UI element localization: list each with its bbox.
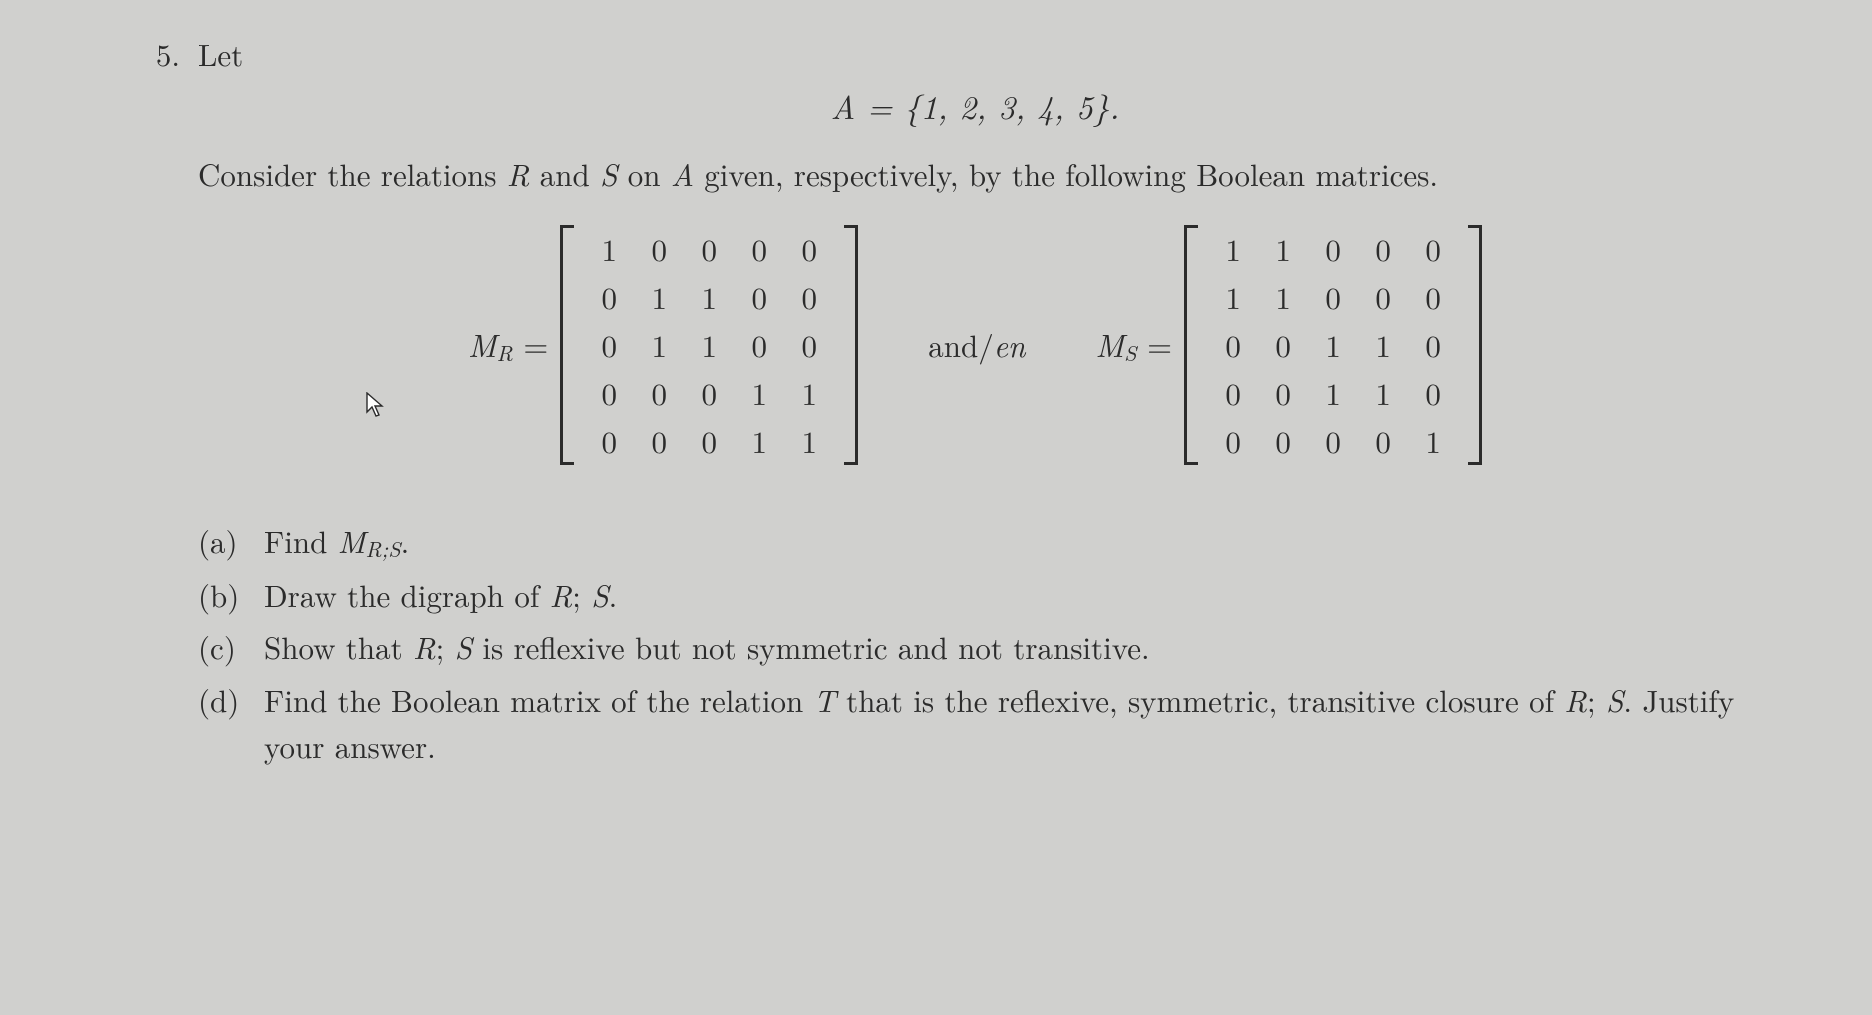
matrix-cell: 1: [1408, 417, 1458, 465]
matrix-R-table: 1000001100011000001100011: [584, 225, 834, 465]
matrix-cell: 0: [784, 273, 834, 321]
part-label: (b): [198, 571, 264, 618]
matrix-cell: 1: [1208, 225, 1258, 273]
matrix-cell: 0: [734, 225, 784, 273]
part-a: (a) Find MR;S.: [198, 517, 1752, 565]
matrix-cell: 0: [1408, 369, 1458, 417]
matrix-cell: 1: [1208, 273, 1258, 321]
matrix-cell: 1: [634, 273, 684, 321]
matrix-cell: 0: [1208, 321, 1258, 369]
matrix-cell: 0: [684, 369, 734, 417]
matrix-S-table: 1100011000001100011000001: [1208, 225, 1458, 465]
matrix-cell: 0: [1408, 273, 1458, 321]
bracket-left-icon: [560, 225, 574, 465]
part-text: Draw the digraph of R; S.: [264, 571, 1752, 618]
matrix-cell: 0: [634, 225, 684, 273]
matrix-cell: 0: [584, 273, 634, 321]
matrix-cell: 0: [684, 225, 734, 273]
matrix-cell: 1: [684, 273, 734, 321]
part-b: (b) Draw the digraph of R; S.: [198, 571, 1752, 618]
matrix-cell: 1: [1258, 225, 1308, 273]
matrix-R: 1000001100011000001100011: [560, 225, 858, 465]
matrix-cell: 0: [584, 417, 634, 465]
matrix-cell: 1: [1358, 321, 1408, 369]
part-text: Find MR;S.: [264, 517, 1752, 565]
bracket-left-icon: [1184, 225, 1198, 465]
matrix-cell: 1: [684, 321, 734, 369]
matrix-cell: 0: [1258, 369, 1308, 417]
part-text: Find the Boolean matrix of the relation …: [264, 676, 1752, 769]
matrix-cell: 0: [1408, 225, 1458, 273]
part-label: (d): [198, 676, 264, 769]
matrix-cell: 0: [584, 369, 634, 417]
matrix-cell: 0: [1308, 417, 1358, 465]
matrix-S: 1100011000001100011000001: [1184, 225, 1482, 465]
question-body: Let A = {1, 2, 3, 4, 5}. Consider the re…: [198, 30, 1752, 775]
part-text: Show that R; S is reflexive but not symm…: [264, 623, 1752, 670]
matrix-cell: 0: [1358, 273, 1408, 321]
matrix-cell: 0: [1208, 417, 1258, 465]
matrix-cell: 1: [734, 369, 784, 417]
matrix-cell: 0: [634, 417, 684, 465]
matrix-cell: 1: [1358, 369, 1408, 417]
matrix-cell: 0: [584, 321, 634, 369]
matrix-cell: 0: [1408, 321, 1458, 369]
matrix-cell: 1: [1308, 369, 1358, 417]
matrix-cell: 1: [634, 321, 684, 369]
set-equation: A = {1, 2, 3, 4, 5}.: [198, 81, 1752, 131]
matrix-cell: 0: [634, 369, 684, 417]
matrix-cell: 0: [1308, 273, 1358, 321]
matrix-cell: 0: [734, 273, 784, 321]
matrix-cell: 1: [1308, 321, 1358, 369]
matrix-cell: 0: [784, 321, 834, 369]
matrix-cell: 1: [584, 225, 634, 273]
bracket-right-icon: [844, 225, 858, 465]
matrix-cell: 0: [1358, 417, 1408, 465]
matrix-cell: 0: [1258, 417, 1308, 465]
parts-list: (a) Find MR;S. (b) Draw the digraph of R…: [198, 517, 1752, 769]
lead-text: Let: [198, 31, 243, 75]
matrix-cell: 1: [734, 417, 784, 465]
matrix-cell: 1: [784, 417, 834, 465]
matrix-S-block: MS = 1100011000001100011000001: [1095, 225, 1482, 465]
matrix-cell: 0: [1308, 225, 1358, 273]
part-label: (a): [198, 517, 264, 565]
matrix-cell: 0: [734, 321, 784, 369]
matrix-cell: 0: [1258, 321, 1308, 369]
matrix-cell: 0: [784, 225, 834, 273]
page: 5. Let A = {1, 2, 3, 4, 5}. Consider the…: [0, 0, 1872, 805]
matrix-S-label: MS =: [1095, 321, 1172, 369]
bracket-right-icon: [1468, 225, 1482, 465]
intro-paragraph: Consider the relations R and S on A give…: [198, 150, 1752, 197]
matrices-row: MR = 1000001100011000001100011 and/en MS…: [198, 225, 1752, 465]
matrix-cell: 1: [1258, 273, 1308, 321]
part-d: (d) Find the Boolean matrix of the relat…: [198, 676, 1752, 769]
and-en-label: and/en: [928, 321, 1025, 368]
question-row: 5. Let A = {1, 2, 3, 4, 5}. Consider the…: [120, 30, 1752, 775]
matrix-cell: 0: [1358, 225, 1408, 273]
matrix-cell: 1: [784, 369, 834, 417]
matrix-R-block: MR = 1000001100011000001100011: [468, 225, 858, 465]
part-c: (c) Show that R; S is reflexive but not …: [198, 623, 1752, 670]
matrix-R-label: MR =: [468, 321, 548, 369]
part-label: (c): [198, 623, 264, 670]
question-number: 5.: [120, 30, 198, 775]
matrix-cell: 0: [684, 417, 734, 465]
matrix-cell: 0: [1208, 369, 1258, 417]
